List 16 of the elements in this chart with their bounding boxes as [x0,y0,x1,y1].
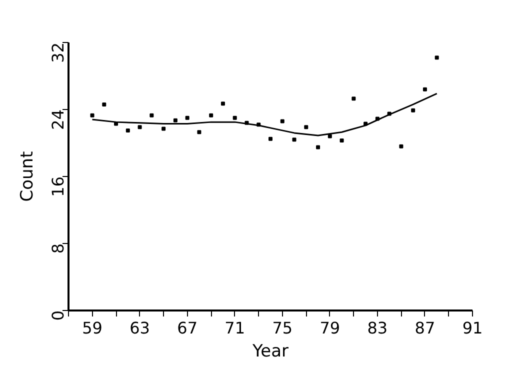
x-tick-label: 71 [224,318,246,338]
y-tick-label: 32 [48,42,68,63]
y-tick-label: 16 [48,176,68,197]
y-tick-label: 24 [48,110,68,130]
x-tick-label: 87 [414,318,436,338]
y-tick-label: 0 [48,310,68,321]
x-tick-label: 67 [177,318,198,338]
x-tick-label: 63 [130,318,150,338]
x-tick-label: 91 [462,318,483,338]
x-tick-label: 75 [272,318,293,338]
x-tick-label: 59 [82,318,102,338]
x-axis-title: Year [252,342,289,362]
y-axis-title: Count [18,150,38,202]
x-tick-label: 79 [320,318,340,338]
y-tick-label: 8 [48,243,68,254]
x-tick-label: 83 [367,318,388,338]
